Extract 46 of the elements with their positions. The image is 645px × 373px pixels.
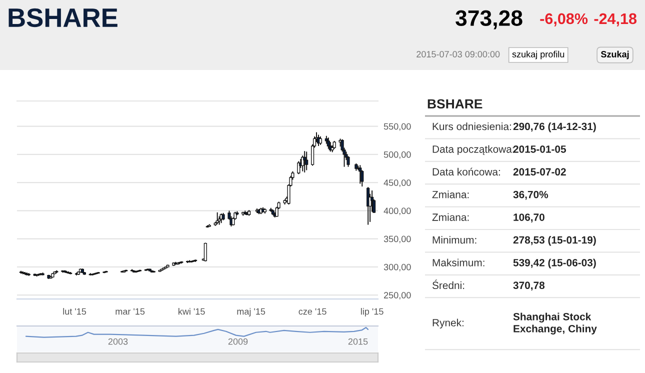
y-tick-label: 400,00 <box>384 208 411 216</box>
text: Rynek: <box>432 318 464 328</box>
x-tick-label: cze '15 <box>298 308 326 315</box>
text: -6,08% <box>540 13 588 26</box>
text: 373,28 <box>456 10 522 30</box>
text: 106,70 <box>514 214 544 222</box>
text: Szukaj <box>600 50 629 60</box>
x-tick-label: lip '15 <box>361 308 384 316</box>
text: 290,76 (14-12-31) <box>513 122 596 132</box>
x-tick-label: maj '15 <box>237 308 266 316</box>
text: Średni: <box>432 280 464 290</box>
y-tick-label: 450,00 <box>384 180 411 187</box>
text: szukaj profilu <box>512 50 564 60</box>
text: 2015-07-02 <box>513 168 566 176</box>
y-tick-label: 300,00 <box>384 264 411 272</box>
text: Zmiana: <box>432 190 469 198</box>
text: Minimum: <box>432 236 476 244</box>
text: 370,78 <box>513 282 545 291</box>
candlestick <box>326 137 330 150</box>
candlestick <box>297 160 300 175</box>
text: Data końcowa: <box>432 168 500 176</box>
x-tick-label: kwi '15 <box>178 308 205 315</box>
text: 539,42 (15-06-03) <box>513 258 596 268</box>
chart-title: BSHARE <box>8 8 118 28</box>
text: BSHARE <box>428 99 482 109</box>
text: Kurs odniesienia: <box>432 122 511 130</box>
y-tick-label: 250,00 <box>384 292 411 300</box>
text: 2015-07-03 09:00:00 <box>416 51 500 58</box>
text: Data początkowa: <box>432 145 514 155</box>
text: Shanghai Stock Exchange, Chiny <box>513 312 597 334</box>
text: 278,53 (15-01-19) <box>513 236 596 246</box>
text: Maksimum: <box>432 258 484 266</box>
y-tick-label: 350,00 <box>384 236 411 244</box>
y-tick-label: 500,00 <box>384 151 411 159</box>
x-tick-label: lut '15 <box>63 308 86 315</box>
x-tick-label: 2009 <box>228 338 248 345</box>
x-tick-label: 2003 <box>108 338 128 345</box>
x-tick-label: 2015 <box>348 338 368 345</box>
candlestick <box>305 151 308 171</box>
x-tick-label: mar '15 <box>116 308 145 315</box>
text: Zmiana: <box>432 213 469 221</box>
y-tick-label: 550,00 <box>384 123 411 131</box>
text: 36,70% <box>513 190 548 200</box>
text: -24,18 <box>594 13 637 26</box>
candlestick <box>303 150 306 173</box>
text: 2015-01-05 <box>513 145 566 153</box>
